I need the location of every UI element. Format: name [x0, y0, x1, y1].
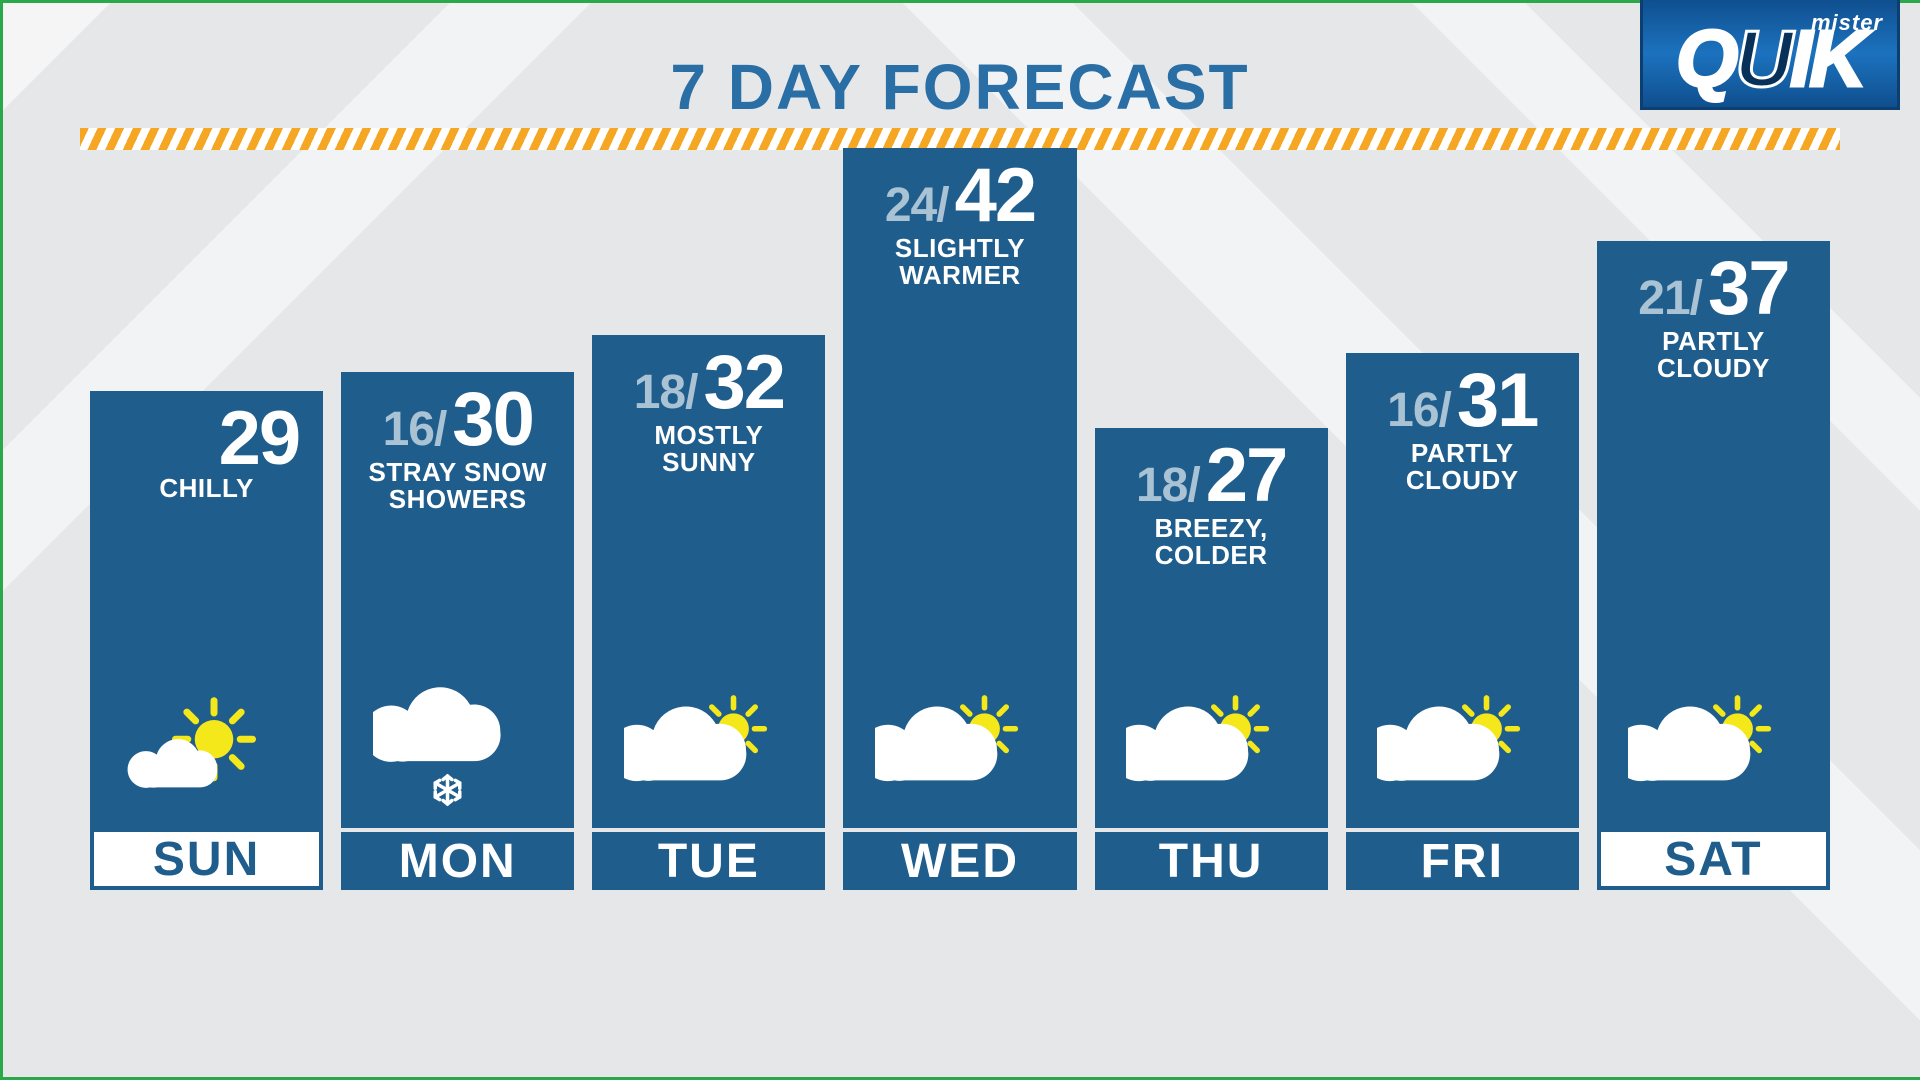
- high-temp: 29: [90, 405, 323, 473]
- day-label: TUE: [592, 828, 825, 890]
- condition-text: SLIGHTLY WARMER: [885, 235, 1035, 290]
- condition-text: CHILLY: [149, 475, 264, 502]
- forecast-bar: 18/32MOSTLY SUNNY: [592, 335, 825, 828]
- forecast-day: 29CHILLY SUN: [90, 391, 323, 890]
- snow-showers-icon: [341, 514, 574, 828]
- forecast-bar: 18/27BREEZY, COLDER: [1095, 428, 1328, 828]
- day-label: SAT: [1597, 828, 1830, 890]
- forecast-bar: 16/30STRAY SNOW SHOWERS: [341, 372, 574, 828]
- low-temp: 21/: [1638, 271, 1702, 326]
- logo-line2: QUIK: [1676, 25, 1864, 93]
- high-temp: 42: [955, 162, 1036, 230]
- page-title: 7 DAY FORECAST: [0, 50, 1920, 124]
- day-label: WED: [843, 828, 1076, 890]
- condition-text: STRAY SNOW SHOWERS: [359, 459, 557, 514]
- forecast-bar: 21/37PARTLY CLOUDY: [1597, 241, 1830, 828]
- high-temp: 27: [1206, 442, 1287, 510]
- high-temp: 32: [703, 349, 784, 417]
- high-temp: 30: [452, 386, 533, 454]
- low-temp: 16/: [383, 402, 447, 457]
- low-temp: 18/: [1136, 458, 1200, 513]
- day-label: THU: [1095, 828, 1328, 890]
- forecast-day: 16/30STRAY SNOW SHOWERS MON: [341, 372, 574, 890]
- forecast-day: 21/37PARTLY CLOUDY SAT: [1597, 241, 1830, 890]
- temp-row: 21/37: [1597, 255, 1830, 326]
- sponsor-logo: mister QUIK: [1640, 0, 1900, 110]
- partly-cloudy-icon: [592, 477, 825, 828]
- partly-cloudy-icon: [1095, 570, 1328, 828]
- mostly-sunny-icon: [90, 503, 323, 828]
- high-temp: 31: [1457, 367, 1538, 435]
- temp-row: 18/27: [1095, 442, 1328, 513]
- forecast-bar: 24/42SLIGHTLY WARMER: [843, 148, 1076, 828]
- forecast-day: 24/42SLIGHTLY WARMER WED: [843, 148, 1076, 890]
- partly-cloudy-icon: [1597, 383, 1830, 828]
- temp-row: 24/42: [843, 162, 1076, 233]
- forecast-bar: 29CHILLY: [90, 391, 323, 828]
- forecast-day: 18/27BREEZY, COLDER THU: [1095, 428, 1328, 890]
- day-label: FRI: [1346, 828, 1579, 890]
- condition-text: BREEZY, COLDER: [1144, 515, 1277, 570]
- low-temp: 16/: [1387, 383, 1451, 438]
- condition-text: MOSTLY SUNNY: [644, 422, 773, 477]
- condition-text: PARTLY CLOUDY: [1396, 440, 1529, 495]
- forecast-day: 18/32MOSTLY SUNNY TUE: [592, 335, 825, 890]
- temp-row: 18/32: [592, 349, 825, 420]
- title-stripe: [80, 128, 1840, 150]
- partly-cloudy-icon: [1346, 495, 1579, 828]
- day-label: MON: [341, 828, 574, 890]
- condition-text: PARTLY CLOUDY: [1647, 328, 1780, 383]
- high-temp: 37: [1708, 255, 1789, 323]
- day-label: SUN: [90, 828, 323, 890]
- forecast-chart: 29CHILLY SUN16/30STRAY SNOW SHOWERS MON1…: [90, 210, 1830, 890]
- temp-row: 16/31: [1346, 367, 1579, 438]
- temp-row: 16/30: [341, 386, 574, 457]
- low-temp: 18/: [634, 365, 698, 420]
- low-temp: 24/: [885, 178, 949, 233]
- forecast-bar: 16/31PARTLY CLOUDY: [1346, 353, 1579, 828]
- partly-cloudy-icon: [843, 290, 1076, 828]
- forecast-day: 16/31PARTLY CLOUDY FRI: [1346, 353, 1579, 890]
